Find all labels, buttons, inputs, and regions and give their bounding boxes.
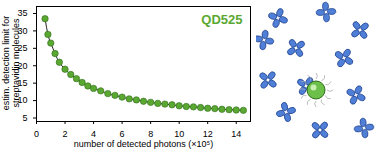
svg-text:0: 0 — [34, 129, 39, 139]
svg-text:2: 2 — [63, 129, 68, 139]
svg-text:QD525: QD525 — [201, 12, 242, 27]
svg-text:5: 5 — [22, 113, 27, 123]
svg-text:8: 8 — [148, 129, 153, 139]
svg-text:6: 6 — [120, 129, 125, 139]
svg-text:4: 4 — [91, 129, 96, 139]
svg-text:12: 12 — [203, 129, 213, 139]
svg-text:10: 10 — [174, 129, 184, 139]
svg-text:14: 14 — [231, 129, 241, 139]
svg-text:35: 35 — [17, 8, 27, 18]
svg-text:number of detected photons (×1: number of detected photons (×10⁵) — [74, 139, 214, 149]
